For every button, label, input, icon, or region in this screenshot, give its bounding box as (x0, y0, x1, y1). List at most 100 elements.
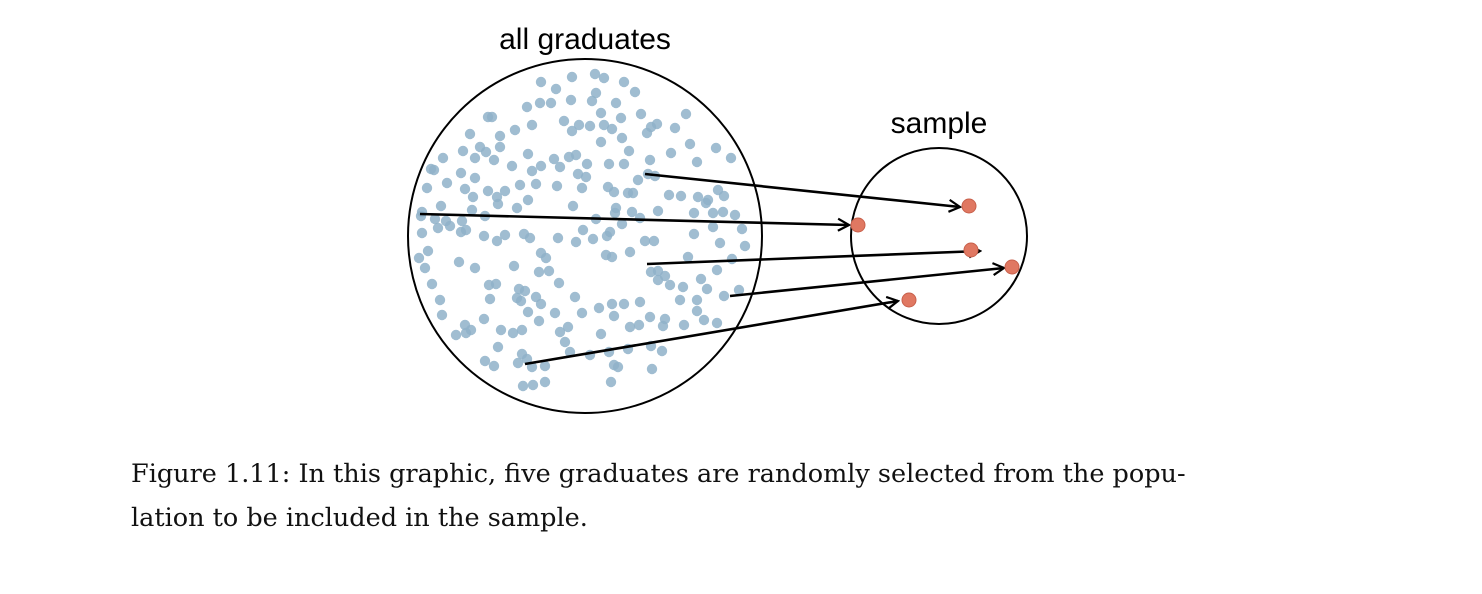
graduate-dot (644, 311, 656, 323)
graduate-dot (511, 202, 523, 214)
graduate-dot (598, 72, 610, 84)
graduate-dot (725, 152, 737, 164)
sampling-diagram: all graduates sample (407, 23, 1028, 414)
graduate-dot (657, 320, 669, 332)
graduate-dot (478, 230, 490, 242)
graduate-dot (479, 355, 491, 367)
graduate-dot (507, 327, 519, 339)
graduate-dot (488, 154, 500, 166)
graduate-dot (526, 119, 538, 131)
graduate-dot (554, 161, 566, 173)
graduate-dot (618, 298, 630, 310)
selection-arrows (419, 172, 1004, 366)
graduate-dot (718, 290, 730, 302)
graduate-dot (499, 185, 511, 197)
population-label: all graduates (499, 23, 671, 56)
graduate-dot (429, 213, 441, 225)
graduate-dot (419, 262, 431, 274)
graduate-dot (675, 190, 687, 202)
graduate-dot (550, 83, 562, 95)
graduate-dot (434, 294, 446, 306)
graduate-dot (604, 226, 616, 238)
figure-caption: Figure 1.11: In this graphic, five gradu… (131, 452, 1401, 540)
graduate-dot (639, 235, 651, 247)
population-dots (413, 68, 751, 392)
graduate-dot (464, 128, 476, 140)
graduate-dot (533, 266, 545, 278)
graduate-dot (441, 177, 453, 189)
graduate-dot (466, 204, 478, 216)
graduate-dot (692, 191, 704, 203)
graduate-dot (508, 260, 520, 272)
graduate-dot (499, 229, 511, 241)
graduate-dot (566, 71, 578, 83)
graduate-dot (710, 142, 722, 154)
graduate-dot (566, 125, 578, 137)
graduate-dot (435, 200, 447, 212)
graduate-dot (726, 253, 738, 265)
selection-arrow (646, 251, 980, 266)
graduate-dot (739, 240, 751, 252)
graduate-dot (415, 210, 427, 222)
graduate-dot (486, 111, 498, 123)
graduate-dot (455, 167, 467, 179)
graduate-dot (545, 97, 557, 109)
graduate-dot (543, 265, 555, 277)
graduate-dot (425, 163, 437, 175)
graduate-dot (553, 277, 565, 289)
graduate-dot (586, 95, 598, 107)
graduate-dot (450, 329, 462, 341)
graduate-dot (664, 279, 676, 291)
graduate-dot (669, 122, 681, 134)
graduate-dot (444, 220, 456, 232)
graduate-dot (456, 215, 468, 227)
graduate-dot (684, 138, 696, 150)
graduate-dot (634, 212, 646, 224)
graduate-dot (691, 156, 703, 168)
sample-dots (850, 198, 1020, 308)
graduate-dot (558, 115, 570, 127)
graduate-dot (535, 298, 547, 310)
graduate-dot (589, 68, 601, 80)
sampled-graduate-dot (901, 292, 917, 308)
graduate-dot (457, 145, 469, 157)
graduate-dot (535, 76, 547, 88)
graduate-dot (548, 153, 560, 165)
graduate-dot (421, 182, 433, 194)
graduate-dot (522, 148, 534, 160)
graduate-dot (416, 227, 428, 239)
graduate-dot (656, 345, 668, 357)
graduate-dot (495, 324, 507, 336)
graduate-dot (512, 357, 524, 369)
graduate-dot (465, 324, 477, 336)
graduate-dot (608, 310, 620, 322)
graduate-dot (580, 171, 592, 183)
graduate-dot (714, 237, 726, 249)
sampled-graduate-dot (850, 217, 866, 233)
graduate-dot (453, 256, 465, 268)
graduate-dot (469, 262, 481, 274)
graduate-dot (644, 154, 656, 166)
graduate-dot (718, 190, 730, 202)
graduate-dot (624, 246, 636, 258)
graduate-dot (533, 315, 545, 327)
graduate-dot (506, 160, 518, 172)
graduate-dot (577, 224, 589, 236)
graduate-dot (527, 379, 539, 391)
graduate-dot (521, 101, 533, 113)
graduate-dot (633, 319, 645, 331)
graduate-dot (436, 309, 448, 321)
graduate-dot (688, 228, 700, 240)
selection-arrow (524, 301, 898, 366)
graduate-dot (663, 189, 675, 201)
graduate-dot (680, 108, 692, 120)
graduate-dot (569, 291, 581, 303)
graduate-dot (469, 152, 481, 164)
graduate-dot (701, 283, 713, 295)
graduate-dot (610, 97, 622, 109)
graduate-dot (665, 147, 677, 159)
graduate-dot (711, 264, 723, 276)
graduate-dot (605, 376, 617, 388)
graduate-dot (688, 207, 700, 219)
graduate-dot (600, 249, 612, 261)
